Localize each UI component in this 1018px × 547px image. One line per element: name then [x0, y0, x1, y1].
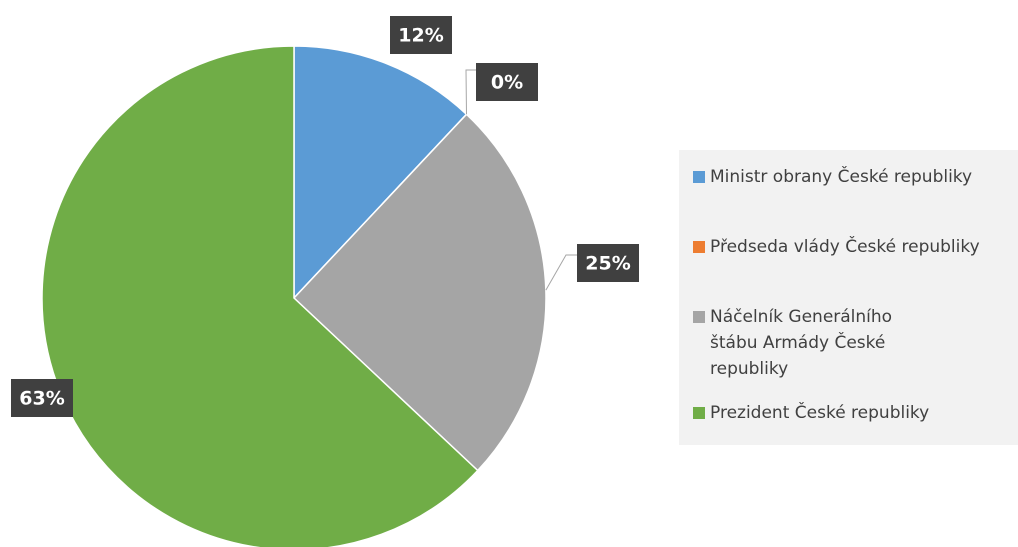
data-label: 0% — [491, 72, 523, 94]
legend-swatch — [693, 311, 705, 323]
label-box — [476, 63, 538, 101]
legend-item: Náčelník Generálního štábu Armády České … — [693, 304, 943, 382]
data-label: 63% — [19, 388, 64, 410]
label-box — [390, 16, 452, 54]
data-label: 25% — [585, 253, 630, 275]
legend-item: Ministr obrany České republiky — [693, 164, 1013, 190]
legend-swatch — [693, 171, 705, 183]
legend-label: Náčelník Generálního štábu Armády České … — [710, 307, 893, 379]
label-box — [11, 379, 73, 417]
data-label: 12% — [398, 25, 443, 47]
legend-item: Předseda vlády České republiky — [693, 234, 1013, 260]
legend-item: Prezident České republiky — [693, 400, 1013, 426]
legend-label: Ministr obrany České republiky — [710, 167, 973, 187]
legend-swatch — [693, 407, 705, 419]
legend-label: Prezident České republiky — [710, 403, 930, 423]
pie-slice — [292, 113, 547, 472]
legend-label: Předseda vlády České republiky — [710, 237, 980, 257]
label-box — [577, 244, 639, 282]
leader-line — [465, 69, 478, 115]
legend: Ministr obrany České republiky Předseda v… — [679, 150, 1018, 445]
leader-line — [545, 254, 577, 291]
chart: 12% 0% 25% 63% — [11, 16, 639, 547]
legend-swatch — [693, 241, 705, 253]
pie-slice — [293, 45, 468, 300]
